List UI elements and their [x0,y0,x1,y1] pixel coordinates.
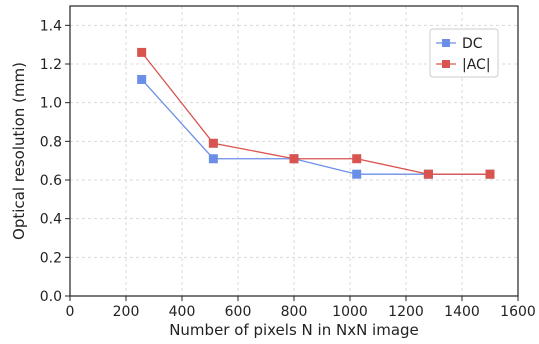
legend-label: |AC| [462,57,491,73]
data-point [208,154,218,164]
legend-marker [442,60,450,68]
x-tick-label: 1400 [444,304,480,320]
y-tick-label: 0.6 [40,173,62,189]
data-point [352,169,362,179]
y-tick-label: 0.8 [40,134,62,150]
y-tick-label: 1.4 [40,18,62,34]
series-layer [137,47,495,179]
x-tick-label: 600 [225,304,252,320]
data-point [137,74,147,84]
x-axis-label: Number of pixels N in NxN image [169,321,419,339]
y-axis: 0.0 0.2 0.4 0.6 0.8 1.0 1.2 1.4 [40,18,70,305]
data-point [485,169,495,179]
legend-item: DC [436,36,483,52]
x-axis: 0 200 400 600 800 1000 1200 1400 1600 [66,296,536,320]
series-2 [137,47,495,179]
series-1 [137,74,495,179]
data-point [352,154,362,164]
x-tick-label: 1200 [388,304,424,320]
y-tick-label: 0.2 [40,250,62,266]
legend-marker [442,39,450,47]
y-tick-label: 0.4 [40,212,62,228]
legend-item: |AC| [436,57,491,73]
x-tick-label: 1000 [332,304,368,320]
legend-label: DC [462,36,483,52]
y-tick-label: 1.2 [40,57,62,73]
x-tick-label: 0 [66,304,75,320]
y-tick-label: 1.0 [40,96,62,112]
data-point [289,154,299,164]
x-tick-label: 800 [281,304,308,320]
x-tick-label: 1600 [500,304,536,320]
y-axis-label: Optical resolution (mm) [10,62,28,240]
series-line [141,51,490,175]
series-line [141,79,490,175]
data-point [137,47,147,57]
x-tick-label: 200 [113,304,140,320]
y-tick-label: 0.0 [40,289,62,305]
data-point [423,169,433,179]
data-point [208,138,218,148]
legend: DC |AC| [429,28,499,78]
x-tick-label: 400 [169,304,196,320]
